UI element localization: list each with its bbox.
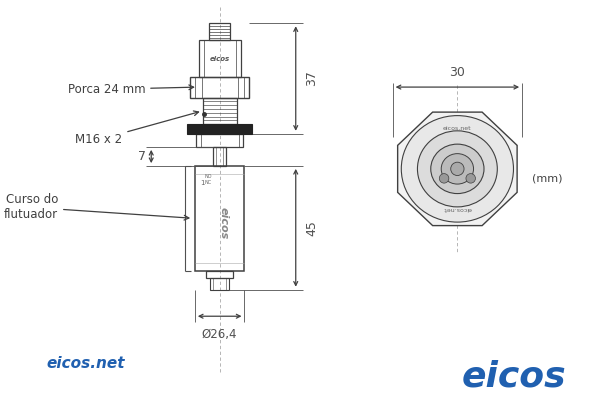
- Text: NO
NC: NO NC: [205, 174, 212, 185]
- Circle shape: [466, 174, 475, 183]
- Circle shape: [439, 174, 449, 183]
- Text: (mm): (mm): [532, 173, 563, 183]
- Ellipse shape: [431, 144, 484, 194]
- Ellipse shape: [401, 116, 514, 222]
- Text: 1: 1: [200, 180, 205, 186]
- Circle shape: [451, 162, 464, 176]
- Bar: [203, 98, 237, 124]
- Bar: [203, 40, 236, 77]
- Bar: [196, 134, 244, 147]
- Bar: [202, 77, 238, 98]
- Bar: [210, 278, 229, 290]
- Bar: [190, 77, 249, 98]
- Text: eicos.net: eicos.net: [47, 356, 125, 371]
- Text: 37: 37: [305, 70, 318, 86]
- Polygon shape: [398, 112, 517, 226]
- Text: eicos.net: eicos.net: [443, 126, 472, 132]
- Text: Ø26,4: Ø26,4: [202, 328, 238, 341]
- Ellipse shape: [441, 154, 473, 184]
- Text: eicos: eicos: [462, 359, 567, 393]
- Text: Porca 24 mm: Porca 24 mm: [68, 83, 194, 96]
- Text: eicos: eicos: [209, 56, 230, 62]
- Bar: [187, 124, 252, 134]
- Ellipse shape: [418, 131, 497, 207]
- Text: M16 x 2: M16 x 2: [75, 111, 199, 146]
- Bar: [206, 270, 233, 278]
- Bar: [199, 40, 241, 77]
- Text: 7: 7: [138, 150, 146, 163]
- Text: 30: 30: [449, 66, 466, 80]
- Text: eicos.net: eicos.net: [443, 206, 472, 211]
- Bar: [195, 166, 244, 270]
- Text: eicos: eicos: [218, 208, 229, 240]
- Text: Curso do
flutuador: Curso do flutuador: [4, 193, 189, 221]
- Text: 45: 45: [305, 220, 318, 236]
- Bar: [213, 147, 226, 166]
- Bar: [209, 23, 230, 40]
